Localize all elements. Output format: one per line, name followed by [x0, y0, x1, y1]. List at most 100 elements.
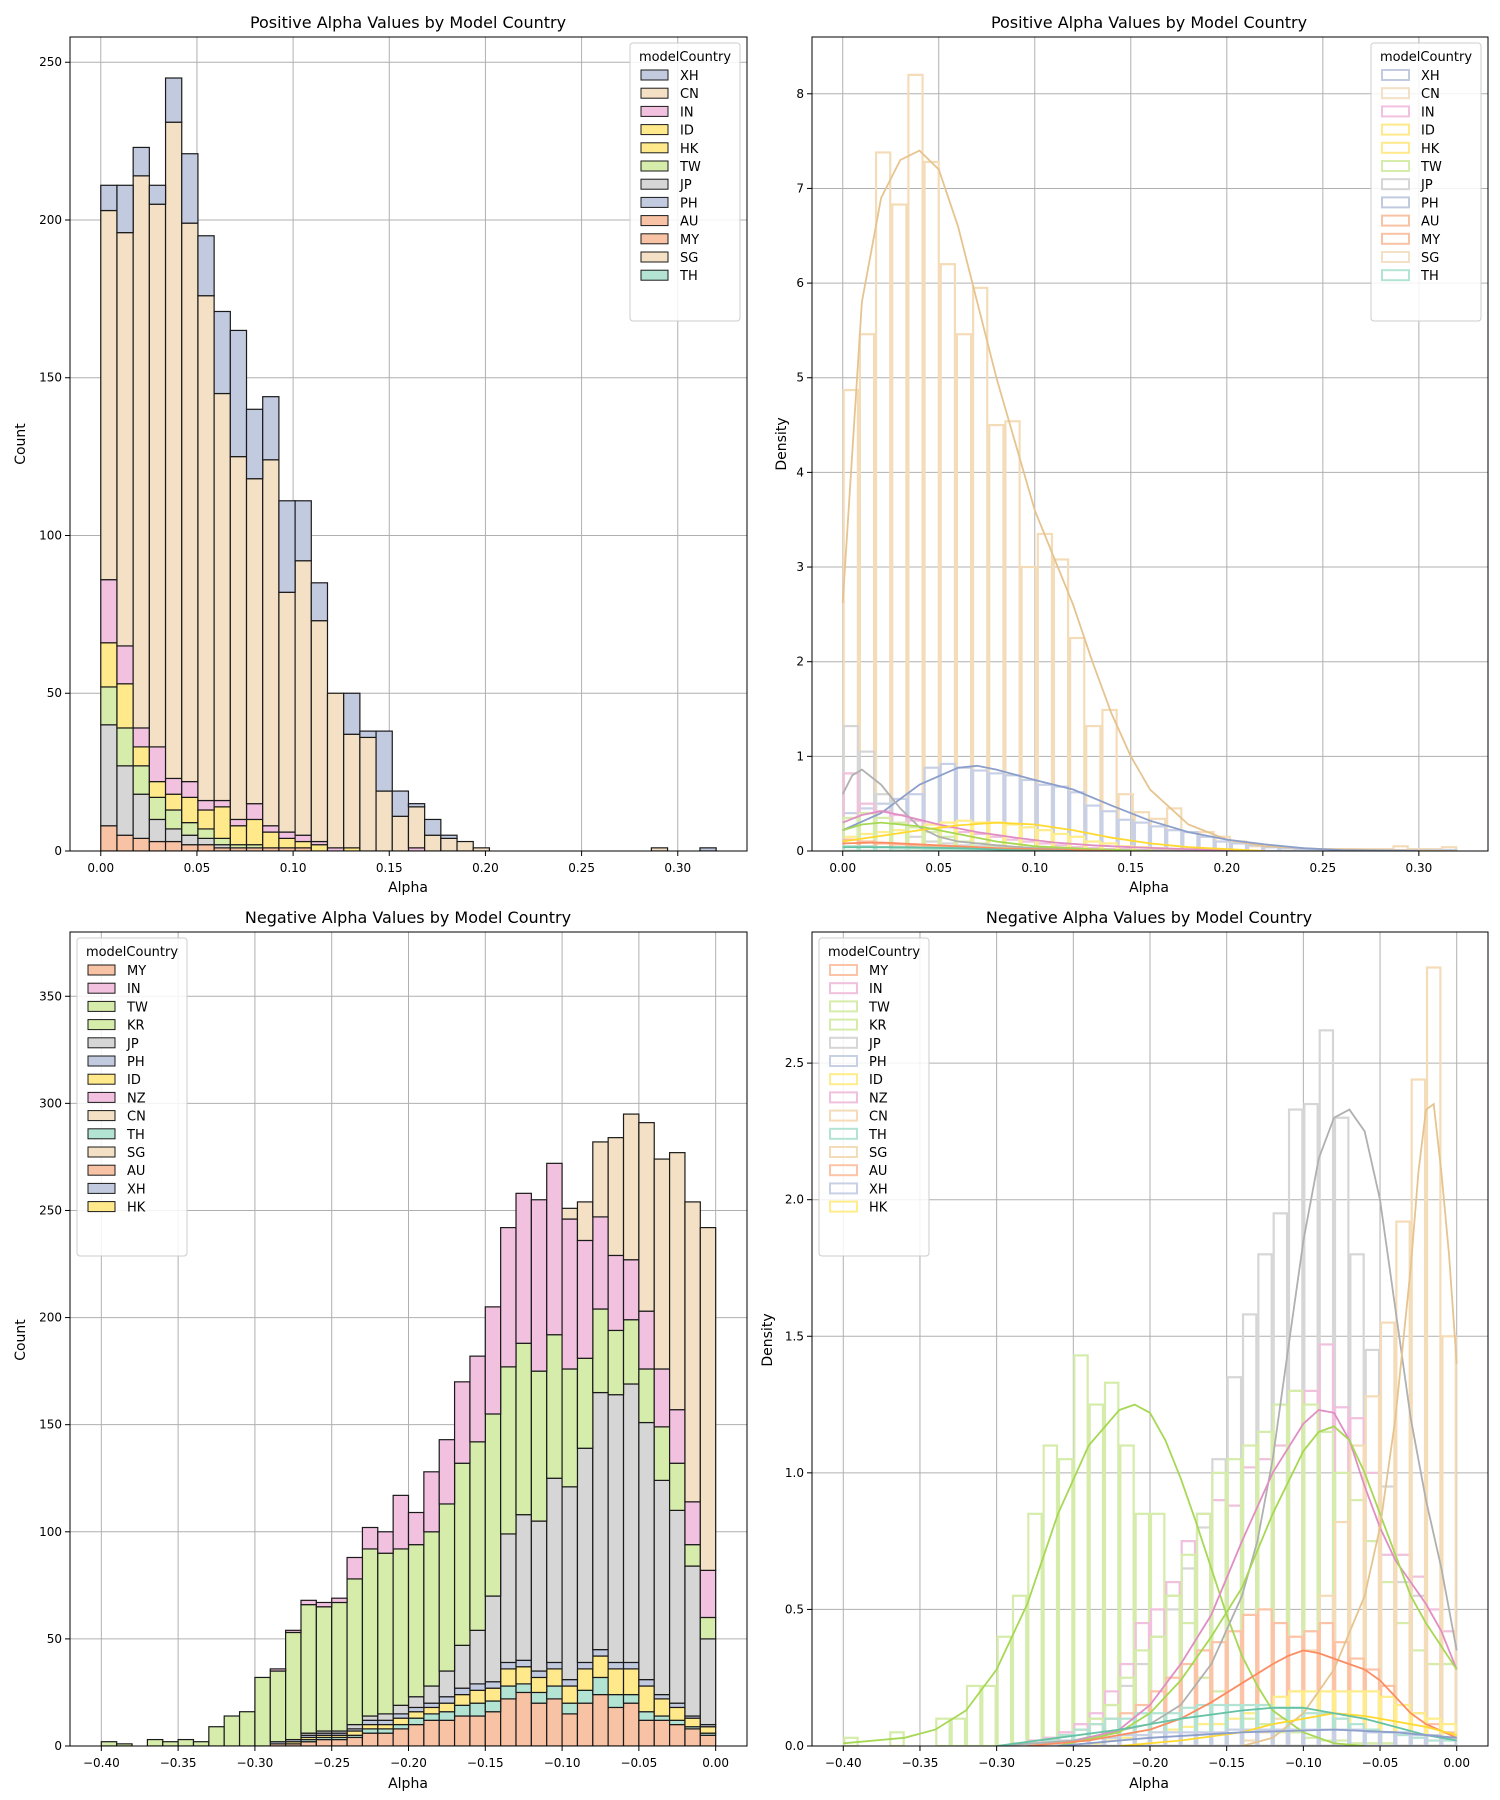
bar — [484, 1413, 502, 1597]
legend-item: IN — [640, 105, 694, 120]
legend-label: XH — [127, 1182, 146, 1197]
bar — [148, 746, 167, 783]
y-tick-label: 3 — [796, 560, 804, 574]
bar — [213, 806, 231, 839]
bar — [484, 1711, 502, 1746]
bar — [453, 1462, 471, 1646]
x-tick-label: −0.05 — [620, 1756, 657, 1770]
legend-swatch — [87, 1000, 116, 1012]
legend-item: HK — [87, 1201, 146, 1216]
bar — [440, 837, 458, 851]
bar — [472, 847, 491, 851]
legend-item: AU — [87, 1164, 145, 1179]
bar — [469, 1683, 486, 1691]
y-tick-label: 350 — [39, 989, 62, 1003]
bar — [653, 1479, 671, 1696]
legend-item: CN — [1381, 87, 1440, 102]
kde-line — [996, 1108, 1458, 1746]
bar — [923, 848, 940, 851]
plot-frame — [811, 36, 1489, 852]
legend-swatch — [640, 269, 669, 281]
bar — [213, 837, 231, 846]
legend-label: TW — [868, 1000, 890, 1015]
legend-swatch — [87, 1182, 116, 1194]
bar — [592, 1216, 609, 1310]
x-tick-label: −0.10 — [1285, 1756, 1322, 1770]
bar — [592, 1649, 609, 1657]
bar — [438, 1439, 456, 1505]
bar — [607, 1137, 625, 1257]
legend-item: IN — [87, 982, 141, 997]
bar — [456, 840, 474, 851]
x-tick-label: −0.25 — [313, 1756, 350, 1770]
bar — [592, 1141, 609, 1218]
bar — [1211, 1703, 1227, 1746]
y-tick-label: 200 — [39, 1311, 62, 1325]
bar — [310, 620, 329, 843]
bar — [407, 1544, 425, 1698]
bar — [361, 1723, 379, 1730]
bar — [1272, 1621, 1289, 1746]
legend-label: AU — [680, 215, 698, 230]
bar — [361, 1526, 379, 1550]
legend-item: PH — [87, 1055, 145, 1070]
legend-label: PH — [869, 1055, 887, 1070]
legend-swatch — [87, 1146, 116, 1158]
bar — [515, 1192, 532, 1344]
legend-swatch — [1381, 196, 1410, 209]
y-tick-label: 50 — [47, 1632, 62, 1646]
bar — [148, 203, 167, 748]
y-tick-label: 0 — [54, 1739, 62, 1753]
bar — [668, 1723, 686, 1746]
legend-label: CN — [680, 87, 699, 102]
bar — [1165, 1676, 1181, 1746]
bar — [607, 1706, 625, 1746]
bar — [622, 1693, 640, 1704]
bar — [423, 1702, 440, 1709]
bar — [359, 730, 377, 739]
bar — [438, 1711, 456, 1721]
bar — [100, 825, 118, 851]
bar — [164, 777, 183, 795]
legend-swatch — [829, 1000, 858, 1013]
bar — [515, 1342, 532, 1516]
ticks-layer: −0.40 −0.35 −0.30 −0.25 −0.20 −0.15 −0.10 −0.05… — [785, 1056, 1470, 1770]
legend-label: PH — [680, 196, 698, 211]
bar — [1134, 1733, 1151, 1746]
bar — [622, 1661, 640, 1670]
legend-label: AU — [869, 1164, 887, 1179]
bar — [1195, 1703, 1212, 1746]
bar — [638, 1711, 655, 1721]
x-tick-label: 0.30 — [664, 861, 691, 875]
bar — [100, 686, 118, 726]
bar — [438, 1719, 456, 1746]
bar — [607, 1329, 625, 1396]
x-tick-label: −0.30 — [237, 1756, 274, 1770]
bar — [469, 1715, 486, 1746]
y-tick-label: 200 — [39, 213, 62, 227]
legend-label: TH — [126, 1128, 145, 1143]
bar — [229, 825, 248, 846]
legend-frame — [76, 937, 188, 1257]
legend-label: KR — [869, 1019, 887, 1034]
bar — [546, 1334, 563, 1479]
bar — [223, 1715, 241, 1746]
bar — [607, 1661, 625, 1670]
legend-item: XH — [87, 1182, 146, 1197]
bar — [576, 1702, 594, 1746]
bar — [392, 1494, 410, 1550]
bar — [254, 1676, 271, 1746]
bar — [500, 1366, 517, 1535]
y-tick-label: 300 — [39, 1096, 62, 1110]
bar — [996, 1635, 1013, 1746]
legend-swatch — [1381, 251, 1410, 263]
marks — [100, 77, 717, 851]
bar — [668, 1462, 686, 1511]
bar — [148, 184, 167, 205]
bar — [1318, 1621, 1335, 1746]
legend-swatch — [87, 964, 116, 976]
bar — [197, 828, 215, 839]
legend-label: ID — [869, 1073, 883, 1088]
y-tick-label: 250 — [39, 55, 62, 69]
bar — [1165, 1594, 1181, 1746]
